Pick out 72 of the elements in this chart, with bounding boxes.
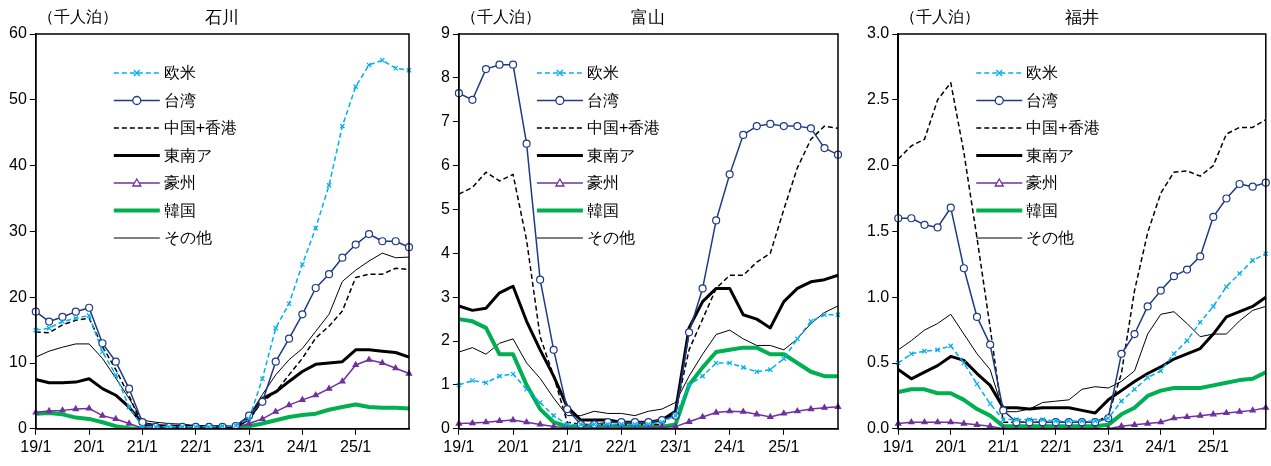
x-tick-label: 21/1 (987, 437, 1019, 455)
legend-label: 東南ア (586, 146, 635, 164)
y-tick-label: 1.0 (866, 287, 890, 305)
legend-label: 豪州 (163, 174, 196, 192)
y-tick-label: 8 (440, 68, 450, 86)
y-tick-label: 0 (440, 419, 450, 437)
y-tick-label: 7 (440, 112, 450, 130)
legend-label: 中国+香港 (163, 119, 238, 137)
x-tick-label: 19/1 (882, 437, 914, 455)
x-tick-label: 22/1 (1040, 437, 1072, 455)
x-tick-label: 20/1 (497, 437, 529, 455)
x-tick-label: 20/1 (935, 437, 967, 455)
y-tick-label: 0.5 (866, 353, 890, 371)
y-tick-label: 1.5 (866, 221, 890, 239)
legend-label: 中国+香港 (586, 119, 661, 137)
y-tick-label: 4 (440, 243, 450, 261)
x-tick-label: 20/1 (73, 437, 105, 455)
y-axis-title: （千人泊） (900, 8, 981, 26)
legend-label: その他 (163, 229, 212, 247)
y-tick-label: 2 (440, 331, 450, 349)
legend-label: 東南ア (1026, 146, 1075, 164)
y-tick-label: 3.0 (866, 24, 890, 42)
y-tick-label: 3 (440, 287, 450, 305)
y-tick-label: 10 (9, 353, 27, 371)
chart-title: 石川 (205, 7, 240, 27)
y-tick-label: 1 (440, 375, 450, 393)
x-tick-label: 22/1 (605, 437, 638, 455)
x-tick-label: 23/1 (659, 437, 692, 455)
x-tick-label: 21/1 (126, 437, 159, 455)
legend-label: 欧米 (586, 64, 619, 82)
x-tick-label: 19/1 (20, 437, 52, 455)
x-tick-label: 19/1 (443, 437, 475, 455)
x-tick-label: 22/1 (180, 437, 212, 455)
y-tick-label: 9 (440, 24, 450, 42)
y-tick-label: 0 (17, 419, 27, 437)
legend-label: その他 (1026, 229, 1075, 247)
legend-label: 韓国 (163, 201, 196, 219)
legend-label: 韓国 (586, 201, 619, 219)
chart-title: 富山 (631, 7, 666, 27)
x-tick-label: 25/1 (1197, 437, 1229, 455)
legend-label: 豪州 (1026, 174, 1059, 192)
legend-label: 東南ア (163, 146, 212, 164)
y-tick-label: 6 (440, 156, 450, 174)
x-tick-label: 23/1 (1092, 437, 1124, 455)
legend-label: 台湾 (586, 91, 619, 109)
legend-label: 韓国 (1026, 201, 1059, 219)
y-tick-label: 30 (9, 221, 27, 239)
legend-label: 欧米 (1026, 64, 1059, 82)
legend-label: その他 (586, 229, 635, 247)
y-tick-label: 2.0 (866, 156, 890, 174)
legend-label: 欧米 (163, 64, 196, 82)
y-tick-label: 20 (9, 287, 27, 305)
x-tick-label: 24/1 (286, 437, 319, 455)
x-tick-label: 25/1 (340, 437, 372, 455)
chart-title: 福井 (1065, 7, 1100, 27)
y-tick-label: 40 (9, 156, 27, 174)
x-tick-label: 24/1 (1145, 437, 1177, 455)
x-tick-label: 21/1 (551, 437, 583, 455)
y-tick-label: 5 (440, 199, 450, 217)
y-tick-label: 0.0 (866, 419, 890, 437)
x-tick-label: 23/1 (233, 437, 265, 455)
legend-label: 台湾 (1026, 91, 1059, 109)
y-axis-title: （千人泊） (460, 8, 541, 26)
x-tick-label: 24/1 (714, 437, 746, 455)
y-tick-label: 60 (9, 24, 27, 42)
legend-label: 豪州 (586, 174, 619, 192)
legend-label: 中国+香港 (1026, 119, 1100, 137)
x-tick-label: 25/1 (768, 437, 800, 455)
y-axis-title: （千人泊） (37, 8, 118, 26)
legend-label: 台湾 (163, 91, 196, 109)
y-tick-label: 50 (9, 90, 27, 108)
y-tick-label: 2.5 (866, 90, 890, 108)
